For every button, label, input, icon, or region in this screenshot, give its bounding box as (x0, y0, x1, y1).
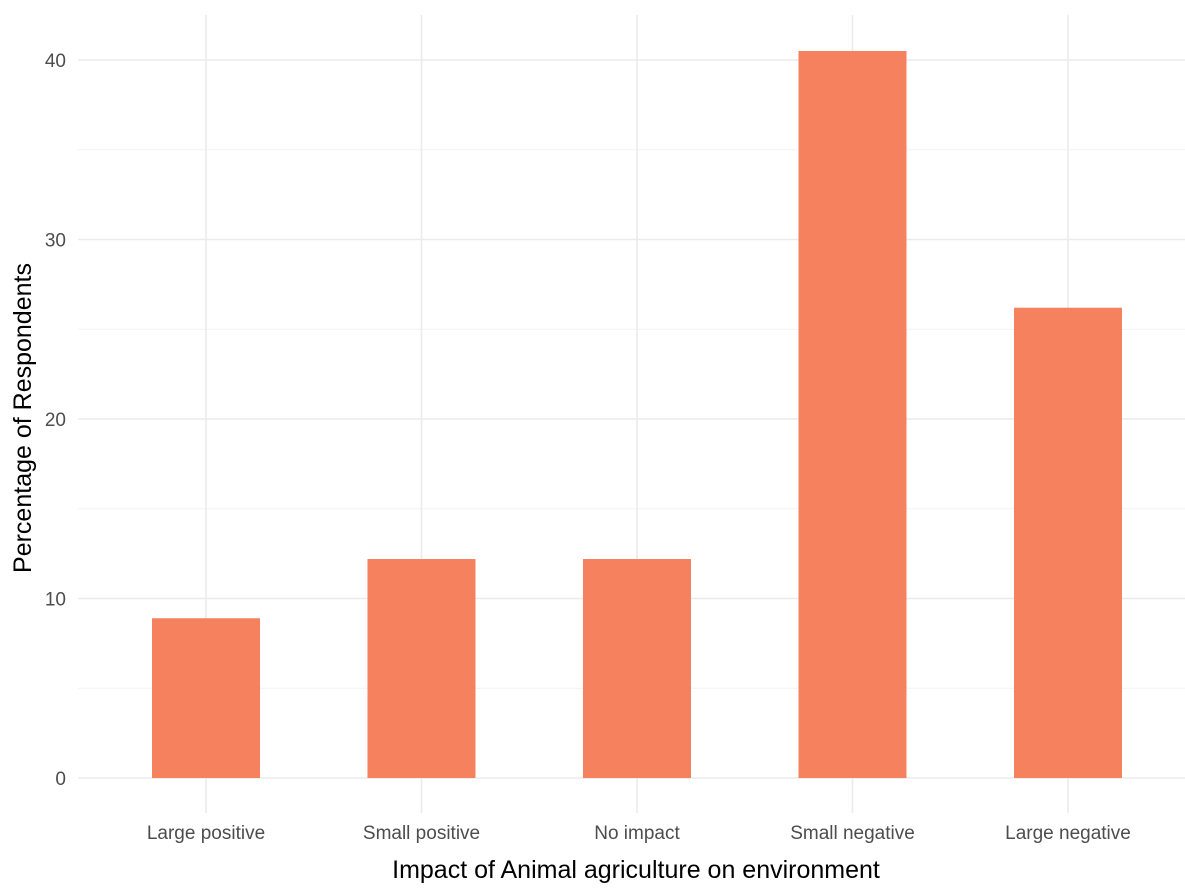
bars (152, 51, 1122, 778)
x-axis-title: Impact of Animal agriculture on environm… (392, 856, 880, 884)
y-tick-label: 0 (55, 769, 66, 790)
bar (798, 51, 907, 778)
y-axis-ticks: 0 10 20 30 40 (45, 51, 66, 790)
x-tick-label: Small negative (790, 823, 915, 844)
y-tick-label: 20 (45, 410, 66, 431)
y-tick-label: 10 (45, 590, 66, 611)
bar (367, 559, 476, 778)
x-tick-label: Large positive (147, 823, 265, 844)
y-axis-title: Percentage of Respondents (9, 263, 37, 573)
x-axis-ticks: Large positive Small positive No impact Sma… (147, 823, 1131, 844)
x-tick-label: No impact (594, 823, 680, 844)
y-tick-label: 30 (45, 231, 66, 252)
bar (1014, 307, 1122, 778)
x-tick-label: Large negative (1005, 823, 1131, 844)
bar (152, 618, 260, 778)
bar (583, 559, 691, 778)
y-tick-label: 40 (45, 51, 66, 72)
x-tick-label: Small positive (363, 823, 480, 844)
